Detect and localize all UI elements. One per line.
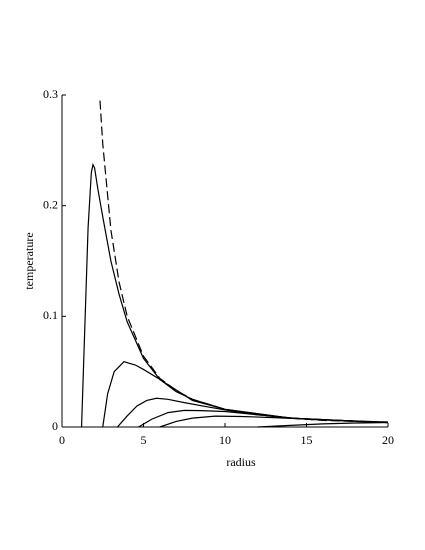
y-axis-label: temperature xyxy=(22,232,36,289)
x-axis-label: radius xyxy=(226,455,256,469)
curve xyxy=(102,361,389,428)
y-tick-label: 0 xyxy=(52,419,58,433)
y-tick-label: 0.3 xyxy=(43,87,58,101)
x-tick-label: 0 xyxy=(59,433,65,447)
x-tick-label: 5 xyxy=(141,433,147,447)
curve xyxy=(80,162,389,428)
x-tick-label: 15 xyxy=(301,433,313,447)
y-tick-label: 0.1 xyxy=(43,308,58,322)
x-tick-label: 20 xyxy=(382,433,394,447)
y-tick-label: 0.2 xyxy=(43,197,58,211)
curve xyxy=(257,421,389,428)
curve xyxy=(99,100,389,424)
x-tick-label: 10 xyxy=(219,433,231,447)
curve xyxy=(159,415,389,428)
curve xyxy=(138,409,389,428)
